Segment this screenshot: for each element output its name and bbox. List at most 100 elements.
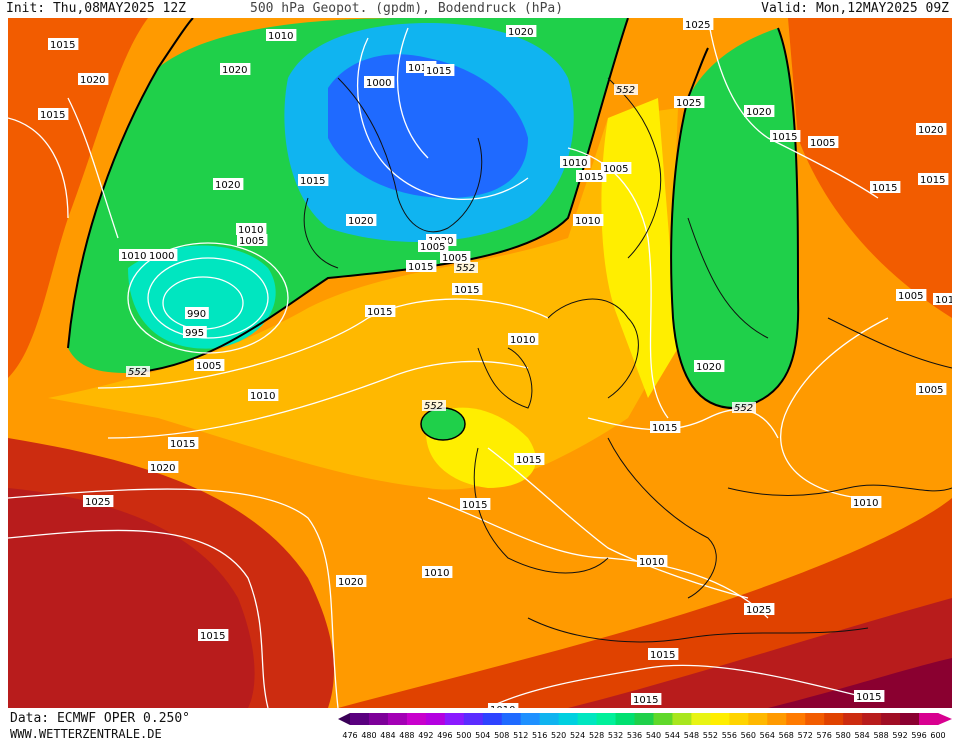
contour-552-east (670, 27, 800, 410)
pressure-label: 1015 (460, 498, 491, 511)
legend-tick-label: 520 (551, 731, 566, 740)
legend-swatch (368, 713, 389, 725)
pressure-label: 1020 (744, 105, 775, 118)
legend-tick-label: 544 (665, 731, 680, 740)
svg-text:1025: 1025 (746, 605, 771, 616)
legend-swatch (444, 713, 465, 725)
legend-tick-label: 496 (437, 731, 452, 740)
svg-text:552: 552 (424, 401, 443, 412)
legend-tick-label: 572 (798, 731, 813, 740)
legend-tick-label: 580 (836, 731, 851, 740)
pressure-label: 1015 (631, 693, 662, 706)
legend-tick-label: 540 (646, 731, 661, 740)
chart-footer: Data: ECMWF OPER 0.250° WWW.WETTERZENTRA… (0, 709, 959, 741)
svg-text:1005: 1005 (196, 361, 221, 372)
pressure-label: 1020 (694, 360, 725, 373)
pressure-label: 1005 (808, 136, 839, 149)
svg-text:1025: 1025 (85, 497, 110, 508)
svg-text:1015: 1015 (300, 176, 325, 187)
legend-tick-label: 552 (703, 731, 718, 740)
svg-text:1015: 1015 (650, 650, 675, 661)
svg-text:1020: 1020 (508, 27, 533, 38)
svg-text:1005: 1005 (420, 242, 445, 253)
init-time: Init: Thu,08MAY2025 12Z (6, 1, 187, 16)
legend-swatch (786, 713, 806, 725)
legend-swatch (387, 713, 408, 725)
legend-swatch (691, 713, 711, 725)
pressure-label: 990 (185, 307, 209, 320)
svg-text:1010: 1010 (250, 391, 275, 402)
field-mid-yellow (48, 108, 678, 490)
svg-text:1020: 1020 (222, 65, 247, 76)
pressure-label: 1020 (346, 214, 377, 227)
legend-tick-label: 476 (342, 731, 357, 740)
geopotential-labels: 552 552 552 552 552 (126, 84, 756, 414)
pressure-label: 1010 (637, 555, 668, 568)
pressure-label: 1020 (213, 178, 244, 191)
svg-text:552: 552 (456, 263, 475, 274)
svg-text:1015: 1015 (516, 455, 541, 466)
legend-swatch (824, 713, 844, 725)
pressure-label: 1005 (601, 162, 632, 175)
pressure-label: 1020 (336, 575, 367, 588)
pressure-label: 1020 (148, 461, 179, 474)
pressure-label: 1005 (440, 251, 471, 264)
svg-text:552: 552 (616, 85, 635, 96)
legend-tick-label: 528 (589, 731, 604, 740)
svg-text:1015: 1015 (772, 132, 797, 143)
legend-tick-label: 564 (760, 731, 775, 740)
legend-tick-label: 516 (532, 731, 547, 740)
legend-swatch (881, 713, 901, 725)
svg-text:1015: 1015 (872, 183, 897, 194)
svg-text:1010: 1010 (424, 568, 449, 579)
svg-text:995: 995 (185, 328, 204, 339)
pressure-label: 1025 (683, 18, 714, 31)
pressure-label: 1010 (488, 703, 519, 708)
pressure-label: 1015 (168, 437, 199, 450)
legend-tick-label: 512 (513, 731, 528, 740)
geopotential-label: 552 (454, 262, 478, 274)
pressure-label: 1025 (674, 96, 705, 109)
svg-text:1005: 1005 (898, 291, 923, 302)
legend-tick-label: 556 (722, 731, 737, 740)
legend-tick-label: 548 (684, 731, 699, 740)
legend-arrow-left (338, 713, 350, 725)
svg-text:1015: 1015 (367, 307, 392, 318)
legend-swatch (350, 713, 370, 725)
legend-swatch (558, 713, 579, 725)
legend-tick-label: 480 (361, 731, 376, 740)
field-ne-orange (788, 18, 952, 318)
pressure-label: 1005 (916, 383, 947, 396)
pressure-label: 1015 (854, 690, 885, 703)
pressure-label: 1010 (248, 389, 279, 402)
legend-swatch (501, 713, 522, 725)
geopotential-label: 552 (126, 366, 150, 378)
legend-swatch (672, 713, 692, 725)
svg-text:1015: 1015 (170, 439, 195, 450)
pressure-labels: 1015 1020 1020 1015 1020 1010 1015 1015 1020 1000… (38, 18, 952, 708)
pressure-label: 1005 (896, 289, 927, 302)
svg-text:1000: 1000 (149, 251, 174, 262)
svg-text:1025: 1025 (676, 98, 701, 109)
svg-text:1010: 1010 (639, 557, 664, 568)
pressure-label: 1010 (851, 496, 882, 509)
legend-swatch (862, 713, 882, 725)
svg-text:1025: 1025 (685, 20, 710, 31)
pressure-label: 1010 (573, 214, 604, 227)
legend-swatch (539, 713, 560, 725)
map-canvas: 1015 1020 1020 1015 1020 1010 1015 1015 1020 1000… (8, 18, 952, 708)
geopotential-label: 552 (422, 400, 446, 412)
pressure-label: 1010 (560, 156, 591, 169)
legend-swatch (748, 713, 768, 725)
pressure-label: 1005 (237, 234, 268, 247)
svg-text:1015: 1015 (462, 500, 487, 511)
chart-header: Init: Thu,08MAY2025 12Z 500 hPa Geopot. … (0, 0, 959, 18)
svg-text:990: 990 (187, 309, 206, 320)
pressure-label: 1015 (452, 283, 483, 296)
valid-time: Valid: Mon,12MAY2025 09Z (761, 1, 949, 16)
chart-title: 500 hPa Geopot. (gpdm), Bodendruck (hPa) (250, 1, 564, 16)
legend-tick-label: 524 (570, 731, 585, 740)
data-source: Data: ECMWF OPER 0.250° (10, 711, 191, 726)
pressure-label: 1005 (418, 240, 449, 253)
pressure-label: 1010 (422, 566, 453, 579)
